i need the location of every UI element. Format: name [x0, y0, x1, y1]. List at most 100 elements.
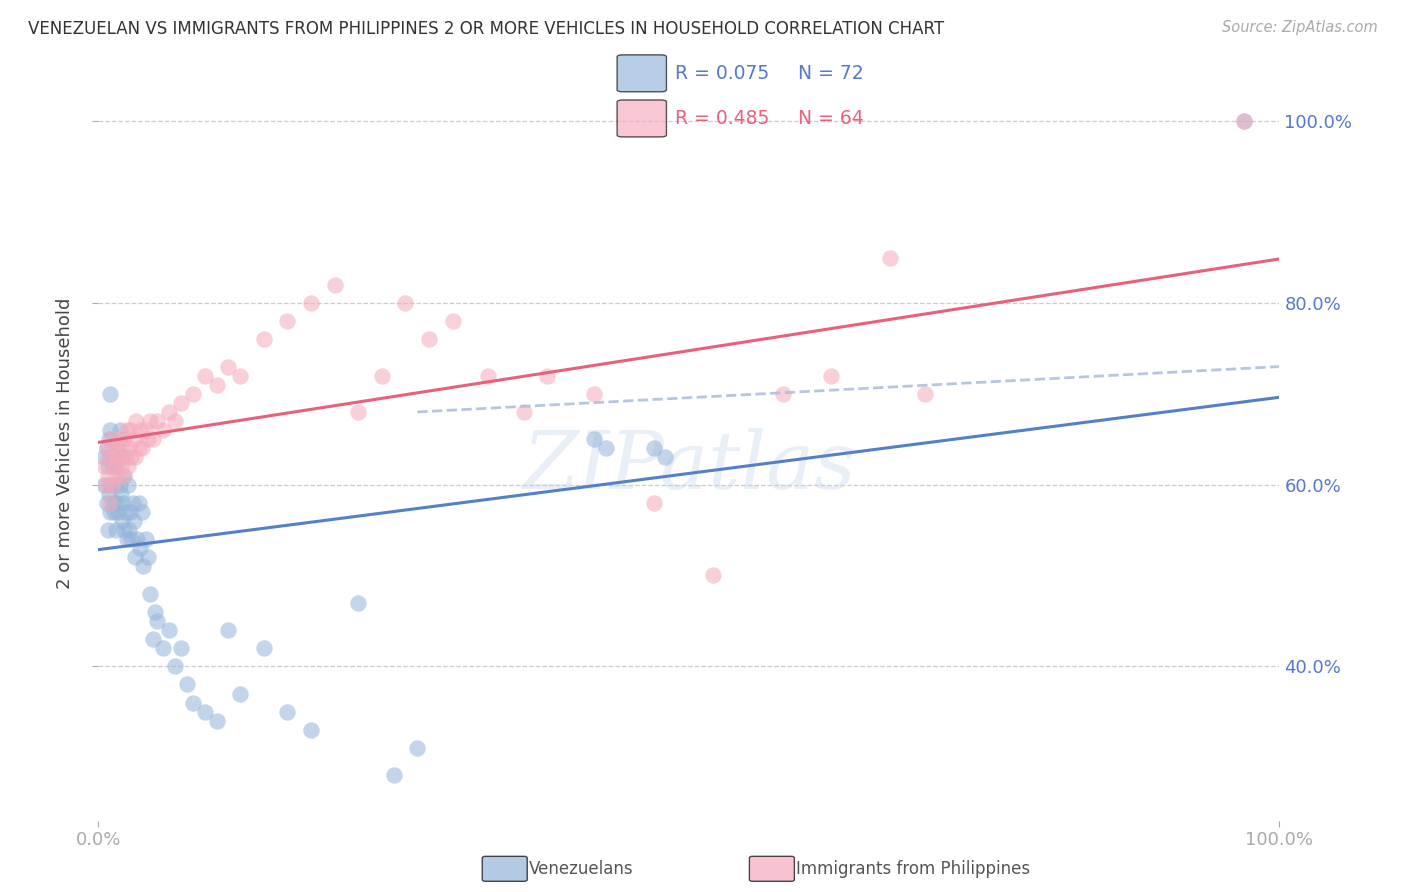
Point [93, 459, 115, 474]
Point [96, 442, 118, 456]
Point [128, 423, 150, 437]
FancyBboxPatch shape [617, 100, 666, 137]
Point [127, 532, 149, 546]
Point [406, 741, 429, 756]
Point [132, 559, 155, 574]
Point [654, 450, 676, 465]
Point [128, 442, 150, 456]
Point [104, 450, 127, 465]
Text: ZIPatlas: ZIPatlas [522, 427, 856, 505]
Point [323, 277, 346, 292]
Point [110, 459, 132, 474]
Point [117, 459, 139, 474]
Point [772, 387, 794, 401]
Point [115, 532, 138, 546]
Point [299, 723, 322, 737]
Point [394, 296, 416, 310]
Point [643, 442, 665, 456]
Point [142, 632, 165, 646]
Point [512, 405, 534, 419]
Point [118, 523, 141, 537]
Point [477, 368, 499, 383]
Point [111, 450, 134, 465]
Point [299, 296, 322, 310]
Point [229, 368, 252, 383]
Point [205, 377, 228, 392]
Point [97, 468, 120, 483]
Point [595, 442, 617, 456]
Point [181, 696, 204, 710]
FancyBboxPatch shape [617, 55, 666, 92]
Point [276, 314, 298, 328]
Point [135, 423, 157, 437]
Point [146, 414, 169, 428]
Point [142, 432, 165, 446]
Point [105, 496, 128, 510]
Point [93, 477, 115, 491]
Point [382, 768, 405, 782]
Y-axis label: 2 or more Vehicles in Household: 2 or more Vehicles in Household [56, 298, 75, 590]
Point [205, 714, 228, 728]
Point [101, 477, 124, 491]
Point [170, 641, 193, 656]
Point [105, 442, 128, 456]
Point [136, 432, 159, 446]
Point [128, 496, 150, 510]
Point [101, 496, 124, 510]
Point [914, 387, 936, 401]
Point [135, 532, 157, 546]
Point [643, 496, 665, 510]
Point [152, 641, 174, 656]
Point [583, 432, 606, 446]
Point [105, 459, 128, 474]
Point [121, 450, 143, 465]
Point [96, 496, 118, 510]
Point [110, 486, 132, 500]
Point [112, 468, 135, 483]
Point [176, 677, 198, 691]
Point [131, 505, 153, 519]
Point [98, 432, 121, 446]
Point [347, 596, 370, 610]
Point [124, 450, 146, 465]
Point [107, 505, 129, 519]
Point [536, 368, 558, 383]
Point [98, 496, 121, 510]
Point [253, 332, 276, 346]
Point [114, 505, 136, 519]
Point [115, 423, 138, 437]
Point [97, 523, 120, 537]
Point [139, 414, 162, 428]
Point [157, 623, 180, 637]
Point [229, 686, 252, 700]
Point [217, 623, 239, 637]
Point [194, 705, 217, 719]
Point [94, 477, 117, 491]
Point [165, 659, 187, 673]
Point [112, 468, 135, 483]
Point [103, 459, 125, 474]
Point [98, 450, 121, 465]
Point [114, 450, 136, 465]
Point [108, 432, 131, 446]
Point [105, 523, 128, 537]
Point [1233, 114, 1256, 128]
Point [112, 496, 135, 510]
Point [347, 405, 370, 419]
Point [441, 314, 464, 328]
Point [121, 496, 143, 510]
Point [98, 387, 121, 401]
Point [276, 705, 298, 719]
Point [139, 586, 162, 600]
Point [125, 414, 148, 428]
Point [112, 432, 135, 446]
Point [103, 505, 125, 519]
Point [107, 450, 129, 465]
Point [112, 523, 135, 537]
Point [103, 450, 125, 465]
Point [105, 442, 128, 456]
Point [98, 505, 121, 519]
Point [101, 459, 124, 474]
Point [117, 477, 139, 491]
Point [98, 486, 121, 500]
